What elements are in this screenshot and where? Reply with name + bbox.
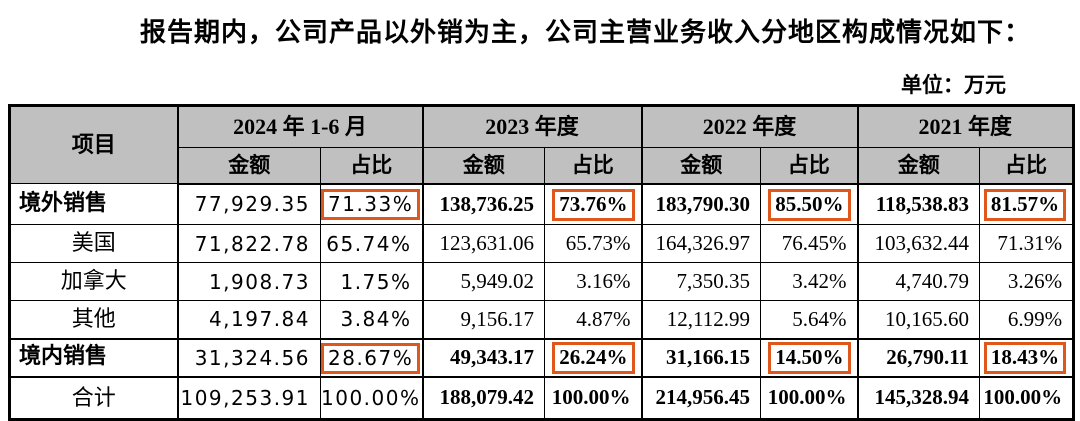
amount-cell: 4,197.84 <box>176 300 321 339</box>
column-header-amount-2021: 金额 <box>856 147 981 185</box>
amount-cell: 109,253.91 <box>176 375 321 420</box>
table-row-canada: 加拿大 1,908.73 1.75% 5,949.02 3.16% 7,350.… <box>9 262 1075 301</box>
amount-cell: 49,343.17 <box>421 337 546 377</box>
amount-cell: 183,790.30 <box>640 183 762 225</box>
row-label: 其他 <box>9 300 178 339</box>
column-header-amount-2023: 金额 <box>421 147 546 185</box>
column-header-amount-2022: 金额 <box>640 147 762 185</box>
paragraph-intro-text: 报告期内，公司产品以外销为主，公司主营业务收入分地区构成情况如下： <box>140 18 1032 48</box>
ratio-cell: 100.00% <box>544 375 643 420</box>
ratio-cell: 81.57% <box>979 183 1075 225</box>
table-row-other: 其他 4,197.84 3.84% 9,156.17 4.87% 12,112.… <box>9 300 1075 339</box>
amount-cell: 5,949.02 <box>421 262 546 301</box>
unit-label: 单位：万元 <box>901 74 1006 97</box>
ratio-cell: 85.50% <box>760 183 859 225</box>
amount-cell: 138,736.25 <box>421 183 546 225</box>
amount-cell: 4,740.79 <box>856 262 981 301</box>
amount-cell: 103,632.44 <box>856 224 981 263</box>
ratio-cell: 65.73% <box>544 224 643 263</box>
ratio-cell: 65.74% <box>319 224 424 263</box>
amount-cell: 31,166.15 <box>640 337 762 377</box>
ratio-cell: 3.26% <box>979 262 1075 301</box>
column-header-amount-2024: 金额 <box>176 147 321 185</box>
amount-cell: 31,324.56 <box>176 337 321 377</box>
highlight-box: 71.33% <box>321 189 421 221</box>
column-header-ratio-2023: 占比 <box>544 147 643 185</box>
header-row-subcolumns: 金额 占比 金额 占比 金额 占比 金额 占比 <box>10 147 1075 185</box>
amount-cell: 118,538.83 <box>856 183 981 225</box>
column-header-period-2024: 2024 年 1-6 月 <box>176 105 424 148</box>
column-header-ratio-2021: 占比 <box>979 147 1075 185</box>
ratio-cell: 100.00% <box>979 375 1075 420</box>
highlight-box: 28.67% <box>321 342 421 374</box>
column-header-period-2022: 2022 年度 <box>640 105 859 148</box>
amount-cell: 10,165.60 <box>856 300 981 339</box>
ratio-cell: 4.87% <box>544 300 643 339</box>
amount-cell: 7,350.35 <box>640 262 762 301</box>
ratio-cell: 100.00% <box>760 375 859 420</box>
ratio-cell: 76.45% <box>760 224 859 263</box>
header-row-periods: 项目 2024 年 1-6 月 2023 年度 2022 年度 2021 年度 <box>9 105 1075 184</box>
column-header-ratio-2024: 占比 <box>319 147 424 185</box>
row-label: 境内销售 <box>9 337 178 377</box>
ratio-cell: 100.00% <box>319 375 424 420</box>
amount-cell: 145,328.94 <box>856 375 981 420</box>
column-header-period-2021: 2021 年度 <box>856 105 1075 148</box>
amount-cell: 1,908.73 <box>176 262 321 301</box>
table-row-total: 合计 109,253.91 100.00% 188,079.42 100.00%… <box>9 375 1075 420</box>
highlight-box: 26.24% <box>552 341 635 375</box>
highlight-box: 18.43% <box>983 341 1067 375</box>
ratio-cell: 28.67% <box>319 337 424 377</box>
highlight-box: 14.50% <box>768 341 851 375</box>
table-row-usa: 美国 71,822.78 65.74% 123,631.06 65.73% 16… <box>9 224 1075 263</box>
row-label: 合计 <box>9 375 178 420</box>
ratio-cell: 1.75% <box>319 262 424 301</box>
amount-cell: 123,631.06 <box>421 224 546 263</box>
ratio-cell: 71.31% <box>979 224 1075 263</box>
ratio-cell: 3.16% <box>544 262 643 301</box>
highlight-box: 85.50% <box>768 188 851 221</box>
ratio-cell: 3.42% <box>760 262 859 301</box>
row-label: 境外销售 <box>9 183 178 225</box>
amount-cell: 164,326.97 <box>640 224 762 263</box>
table-row-domestic-sales: 境内销售 31,324.56 28.67% 49,343.17 26.24% 3… <box>9 337 1075 377</box>
amount-cell: 77,929.35 <box>176 183 321 225</box>
ratio-cell: 6.99% <box>979 300 1075 339</box>
column-header-ratio-2022: 占比 <box>760 147 859 185</box>
amount-cell: 71,822.78 <box>176 224 321 263</box>
highlight-box: 81.57% <box>983 188 1067 221</box>
amount-cell: 188,079.42 <box>421 375 546 420</box>
ratio-cell: 14.50% <box>760 337 859 377</box>
ratio-cell: 26.24% <box>544 337 643 377</box>
amount-cell: 12,112.99 <box>640 300 762 339</box>
ratio-cell: 71.33% <box>319 183 424 225</box>
revenue-by-region-table: 项目 2024 年 1-6 月 2023 年度 2022 年度 2021 年度 … <box>8 104 1076 421</box>
amount-cell: 9,156.17 <box>421 300 546 339</box>
table-row-overseas-sales: 境外销售 77,929.35 71.33% 138,736.25 73.76% … <box>9 183 1075 225</box>
column-header-item: 项目 <box>9 105 178 184</box>
ratio-cell: 73.76% <box>544 183 643 225</box>
amount-cell: 214,956.45 <box>640 375 762 420</box>
highlight-box: 73.76% <box>552 188 635 221</box>
ratio-cell: 3.84% <box>319 300 424 339</box>
ratio-cell: 5.64% <box>760 300 859 339</box>
amount-cell: 26,790.11 <box>856 337 981 377</box>
column-header-period-2023: 2023 年度 <box>421 105 643 148</box>
row-label: 美国 <box>9 224 178 263</box>
row-label: 加拿大 <box>9 262 178 301</box>
ratio-cell: 18.43% <box>979 337 1075 377</box>
